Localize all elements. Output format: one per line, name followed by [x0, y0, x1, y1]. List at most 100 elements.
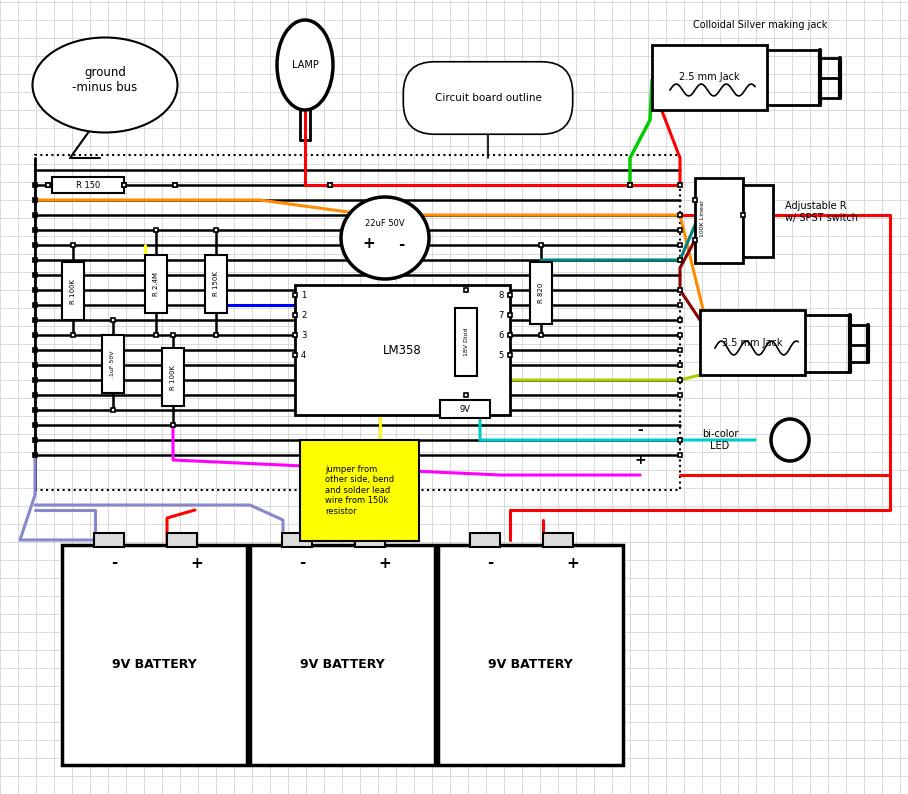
Text: 4: 4 [301, 350, 306, 360]
Text: 9V: 9V [459, 404, 470, 414]
Bar [628, 183, 632, 187]
Ellipse shape [341, 197, 429, 279]
Bar [464, 288, 468, 292]
Bar [508, 353, 512, 357]
Bar [293, 333, 297, 337]
Text: 22uF 50V: 22uF 50V [365, 219, 405, 229]
Bar [652, 45, 767, 110]
Bar [94, 533, 124, 547]
Bar [678, 303, 682, 307]
Bar [33, 453, 37, 457]
Bar [293, 293, 297, 297]
Bar [33, 273, 37, 277]
Text: -: - [637, 423, 643, 437]
Text: 100K Linear: 100K Linear [700, 199, 705, 237]
Bar [102, 335, 124, 393]
Bar [678, 213, 682, 217]
Text: 6: 6 [498, 330, 504, 340]
Text: ground
-minus bus: ground -minus bus [73, 66, 138, 94]
Bar [33, 408, 37, 412]
Text: +: + [567, 556, 579, 571]
Bar [122, 183, 126, 187]
Text: Adjustable R
w/ SPST switch: Adjustable R w/ SPST switch [785, 201, 858, 223]
Bar [678, 258, 682, 262]
Bar [33, 393, 37, 397]
Bar [678, 228, 682, 232]
Bar [214, 228, 218, 232]
Bar [111, 318, 115, 322]
Text: jumper from
other side, bend
and solder lead
wire from 150k
resistor: jumper from other side, bend and solder … [325, 465, 394, 515]
Bar [33, 423, 37, 427]
Bar [33, 258, 37, 262]
Bar [695, 178, 743, 263]
Text: -: - [398, 237, 404, 252]
Text: -: - [487, 556, 493, 571]
Bar [33, 243, 37, 247]
Bar [678, 183, 682, 187]
Bar [438, 545, 623, 765]
Bar [440, 400, 490, 418]
Text: -: - [111, 556, 117, 571]
Text: R 100K: R 100K [170, 364, 176, 390]
Bar [678, 288, 682, 292]
Bar [628, 183, 632, 187]
Text: R 150: R 150 [76, 180, 100, 190]
Bar [250, 545, 435, 765]
Bar [741, 213, 745, 217]
Bar [530, 262, 552, 324]
Bar [693, 198, 697, 202]
Bar [162, 348, 184, 406]
Bar [508, 313, 512, 317]
Bar [173, 183, 177, 187]
Bar [33, 228, 37, 232]
Bar [293, 353, 297, 357]
Text: +: + [191, 556, 203, 571]
Bar [700, 310, 805, 375]
Text: 18V Diod: 18V Diod [463, 328, 469, 357]
Bar [743, 185, 773, 257]
Bar [33, 363, 37, 367]
Bar [167, 533, 197, 547]
Text: 1: 1 [301, 291, 306, 299]
Ellipse shape [771, 419, 809, 461]
Text: 3.5 mm Jack: 3.5 mm Jack [722, 337, 783, 348]
Bar [678, 378, 682, 382]
Text: +: + [362, 237, 375, 252]
Text: +: + [379, 556, 391, 571]
Bar [328, 183, 332, 187]
Bar [470, 533, 500, 547]
Bar [122, 183, 126, 187]
Bar [508, 293, 512, 297]
Text: LM358: LM358 [383, 344, 422, 357]
Bar [33, 213, 37, 217]
Text: 9V BATTERY: 9V BATTERY [301, 658, 385, 672]
Bar [171, 423, 175, 427]
Bar [678, 348, 682, 352]
Bar [46, 183, 50, 187]
Text: LAMP: LAMP [291, 60, 319, 70]
Bar [678, 318, 682, 322]
Text: -: - [299, 556, 305, 571]
Bar [678, 363, 682, 367]
Text: R 820: R 820 [538, 283, 544, 303]
Text: 2.5 mm Jack: 2.5 mm Jack [679, 72, 740, 83]
Bar [154, 228, 158, 232]
Text: R 100K: R 100K [70, 279, 76, 303]
Bar [678, 453, 682, 457]
Bar [539, 243, 543, 247]
Bar [282, 533, 312, 547]
Text: Colloidal Silver making jack: Colloidal Silver making jack [693, 20, 827, 30]
Ellipse shape [277, 20, 333, 110]
Bar [295, 285, 510, 415]
Bar [328, 183, 332, 187]
Bar [33, 348, 37, 352]
Bar [543, 533, 573, 547]
Bar [539, 333, 543, 337]
Bar [71, 243, 75, 247]
Bar [145, 255, 167, 313]
Bar [455, 308, 477, 376]
Bar [508, 333, 512, 337]
Bar [62, 545, 247, 765]
Bar [205, 255, 227, 313]
Bar [678, 333, 682, 337]
